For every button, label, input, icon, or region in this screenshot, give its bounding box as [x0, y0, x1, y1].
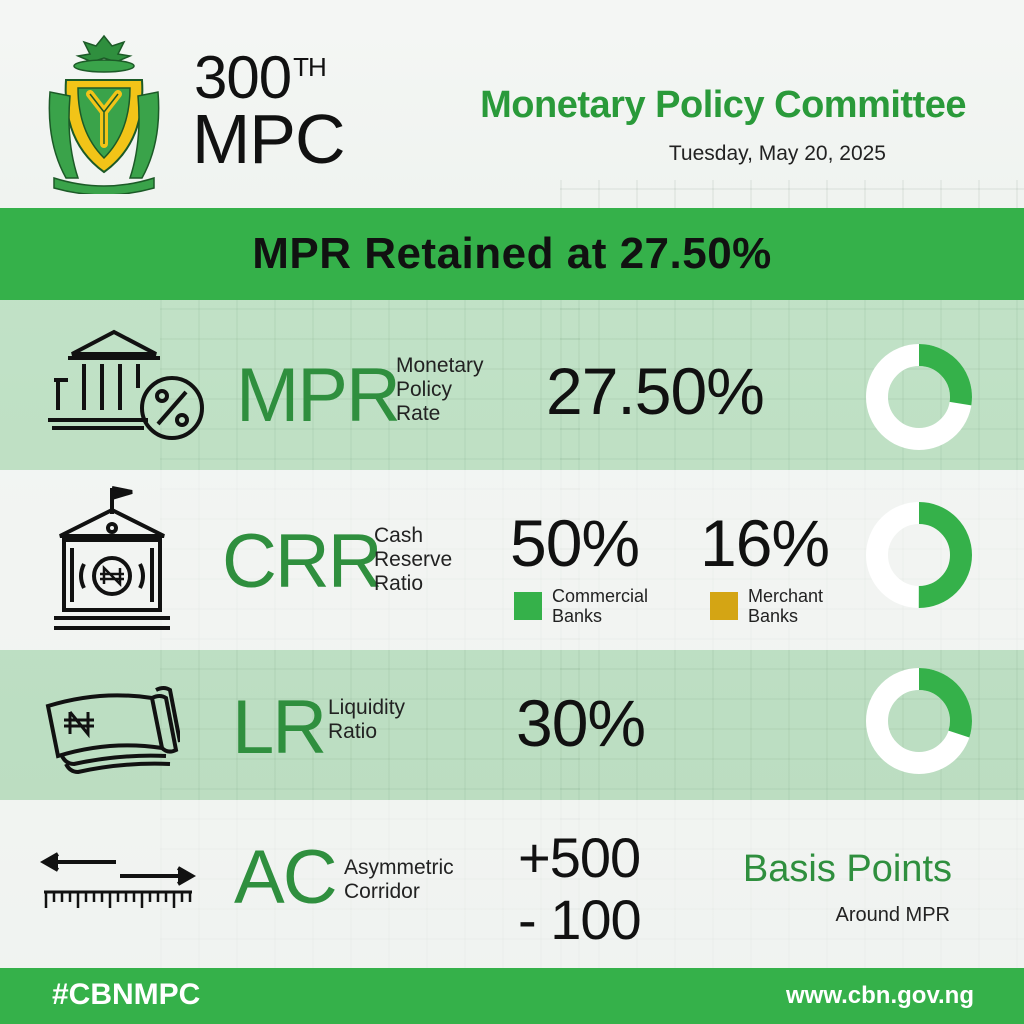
hashtag[interactable]: #CBNMPC: [52, 978, 201, 1011]
ac-description: Asymmetric Corridor: [344, 856, 454, 904]
lr-desc-line2: Ratio: [328, 720, 378, 743]
naira-notes-icon: [45, 686, 180, 775]
headline-banner: MPR Retained at 27.50%: [0, 208, 1024, 300]
legend-merchant-label: Merchant Banks: [748, 586, 823, 626]
crr-merchant-value: 16%: [700, 506, 830, 580]
meeting-date: Tuesday, May 20, 2025: [668, 142, 886, 165]
ac-abbr: AC: [234, 835, 338, 920]
ac-desc-line1: Asymmetric: [344, 856, 454, 879]
mpr-desc-line1: Monetary: [396, 354, 484, 377]
mpr-donut-segment: [866, 344, 972, 450]
mpr-desc-line2: Policy: [396, 378, 453, 401]
mpr-donut-chart: [866, 344, 972, 450]
headline-text: MPR Retained at 27.50%: [252, 229, 772, 278]
bank-naira-icon: [54, 486, 170, 630]
crr-desc-line3: Ratio: [374, 572, 424, 595]
legend-merchant-line1: Merchant: [748, 586, 824, 606]
mpr-description: Monetary Policy Rate: [396, 354, 484, 426]
mpr-desc-line3: Rate: [396, 402, 441, 425]
lr-donut-segment: [866, 668, 972, 774]
session-suffix: TH: [293, 52, 327, 82]
legend-merchant-swatch: [710, 592, 738, 620]
crr-commercial-value: 50%: [510, 506, 640, 580]
cbn-seal-logo: [48, 34, 160, 194]
lr-desc-line1: Liquidity: [328, 696, 406, 719]
session-label: MPC: [192, 100, 346, 178]
around-mpr-label: Around MPR: [835, 904, 951, 926]
ac-row: AC Asymmetric Corridor +500 - 100: [0, 800, 1024, 968]
footer-bar: [0, 968, 1024, 1024]
lr-value: 30%: [516, 686, 646, 760]
ac-desc-line2: Corridor: [344, 880, 420, 903]
website-link[interactable]: www.cbn.gov.ng: [786, 982, 974, 1009]
legend-commercial-line2: Banks: [552, 606, 603, 626]
mpr-row: MPR Monetary Policy Rate 27.50%: [0, 300, 1024, 470]
crr-donut-commercial-segment: [866, 502, 972, 608]
crr-abbr: CRR: [222, 519, 383, 604]
basis-points-label: Basis Points: [742, 848, 952, 890]
mpr-value: 27.50%: [546, 354, 765, 428]
committee-title: Monetary Policy Committee: [480, 84, 966, 126]
legend-commercial-swatch: [514, 592, 542, 620]
lr-donut-chart: [866, 668, 972, 774]
session-number: 300TH: [194, 44, 327, 111]
lr-description: Liquidity Ratio: [328, 696, 405, 744]
lr-abbr: LR: [232, 685, 327, 770]
legend-commercial-line1: Commercial: [552, 586, 649, 606]
lr-row: LR Liquidity Ratio 30%: [0, 650, 1024, 800]
crr-description: Cash Reserve Ratio: [374, 524, 452, 596]
legend-commercial: Commercial Banks: [514, 586, 648, 626]
crr-row: CRR Cash Reserve Ratio 50% 16% Commercia…: [0, 470, 1024, 650]
legend-merchant-line2: Banks: [748, 606, 799, 626]
ac-lower-value: - 100: [518, 888, 642, 951]
crr-desc-line2: Reserve: [374, 548, 453, 571]
ac-upper-value: +500: [518, 826, 641, 889]
bank-percent-icon: [48, 329, 204, 440]
legend-commercial-label: Commercial Banks: [552, 586, 648, 626]
crr-donut-chart: [866, 502, 972, 608]
crr-desc-line1: Cash: [374, 524, 424, 547]
mpr-abbr: MPR: [236, 353, 401, 438]
corridor-ruler-icon: [40, 852, 196, 908]
legend-merchant: Merchant Banks: [710, 586, 823, 626]
